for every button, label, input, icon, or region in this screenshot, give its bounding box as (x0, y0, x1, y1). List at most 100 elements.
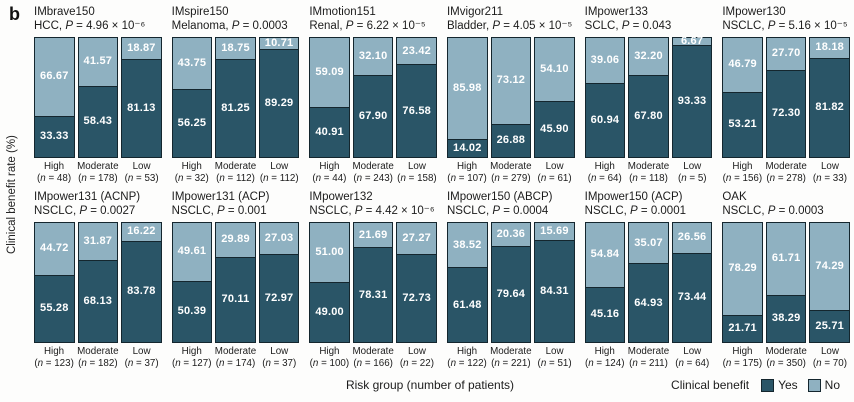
p-symbol: P (767, 19, 776, 32)
segment-yes: 84.31 (535, 241, 574, 342)
n-label: (n = 37) (262, 357, 297, 369)
p-symbol: P (767, 204, 776, 217)
bars: 49.61 50.39 29.89 70.11 27.03 72.97 (171, 221, 300, 343)
segment-no: 73.12 (491, 37, 531, 125)
segment-yes: 14.02 (447, 139, 487, 157)
n-label: (n = 124) (584, 357, 625, 369)
n-label: (n = 44) (312, 172, 347, 184)
n-symbol: n (588, 357, 594, 369)
legend-yes-swatch (761, 378, 775, 392)
segment-no: 46.79 (723, 37, 762, 94)
risk-label: Low (407, 160, 426, 172)
segment-no: 59.09 (310, 37, 349, 108)
segment-yes: 73.44 (672, 254, 712, 342)
trial-panel: IMpower133 SCLC, P = 0.043 39.06 60.94 32.20… (584, 6, 713, 185)
stacked-bar-low: 15.69 84.31 (534, 221, 575, 343)
n-symbol: n (263, 172, 269, 184)
segment-no: 10.71 (259, 38, 299, 51)
segment-yes: 60.94 (585, 84, 625, 157)
group-labels: High (n = 44) Moderate (n = 243) Low (n = 158… (309, 161, 437, 185)
p-value: 4.96 × 10⁻⁶ (86, 19, 146, 32)
segment-no: 35.07 (629, 222, 668, 265)
n-value: 64 (607, 172, 619, 184)
legend-no-label: No (824, 378, 840, 392)
group-label-high: High (n = 123) (34, 346, 74, 370)
segment-no: 51.00 (310, 222, 349, 284)
n-label: (n = 221) (491, 357, 531, 369)
group-label-high: High (n = 32) (172, 161, 212, 185)
p-symbol: P (492, 204, 501, 217)
segment-yes: 58.43 (78, 87, 118, 157)
risk-label: Moderate (627, 160, 670, 172)
stacked-bar-moderate: 21.69 78.31 (352, 221, 394, 343)
group-label-high: High (n = 107) (447, 161, 487, 185)
n-value: 156 (742, 172, 759, 184)
risk-label: High (456, 345, 478, 357)
legend-item-no: No (807, 378, 840, 392)
n-value: 22 (419, 357, 431, 369)
n-symbol: n (127, 172, 134, 184)
trial-subtitle: HCC, P = 4.96 × 10⁻⁶ (34, 19, 146, 32)
stacked-bar-high: 51.00 49.00 (309, 221, 350, 343)
segment-no: 61.71 (766, 222, 806, 297)
n-value: 178 (97, 172, 115, 184)
n-value: 48 (56, 172, 68, 184)
n-value: 61 (557, 172, 569, 184)
n-label: (n = 156) (722, 172, 763, 184)
trial-condition: HCC (34, 19, 59, 32)
group-label-high: High (n = 64) (585, 161, 625, 185)
risk-label: Low (270, 160, 289, 172)
n-value: 122 (467, 357, 484, 369)
bars: 43.75 56.25 18.75 81.25 10.71 89.29 (171, 36, 300, 158)
n-symbol: n (177, 172, 184, 184)
n-symbol: n (81, 357, 87, 369)
n-value: 5 (697, 172, 704, 184)
trial-panels-grid: IMbrave150 HCC, P = 4.96 × 10⁻⁶ 66.67 33.33… (34, 6, 850, 370)
stacked-bar-moderate: 31.87 68.13 (77, 221, 119, 343)
n-symbol: n (40, 172, 46, 184)
trial-name: IMpower132 (309, 191, 373, 204)
segment-no: 15.69 (535, 222, 574, 242)
group-label-low: Low (n = 64) (672, 346, 712, 370)
bars: 46.79 53.21 27.70 72.30 18.18 81.82 (722, 36, 850, 158)
n-label: (n = 211) (629, 357, 668, 369)
n-value: 32 (194, 172, 206, 184)
n-label: (n = 178) (78, 172, 118, 184)
trial-panel: IMpower150 (ACP) NSCLC, P = 0.0001 54.84 45… (584, 191, 713, 370)
trial-panel: IMspire150 Melanoma, P = 0.0003 43.75 56.25… (171, 6, 300, 185)
group-label-low: Low (n = 70) (810, 346, 850, 370)
n-symbol: n (590, 172, 597, 184)
segment-yes: 83.78 (122, 241, 161, 342)
risk-label: Moderate (490, 345, 532, 357)
risk-label: High (732, 160, 753, 172)
legend-title: Clinical benefit (671, 378, 750, 392)
n-value: 124 (604, 357, 622, 369)
risk-label: High (43, 160, 65, 172)
n-value: 350 (786, 357, 803, 369)
trial-panel: IMvigor211 Bladder, P = 4.05 × 10⁻⁵ 85.98 1… (446, 6, 575, 185)
p-value: 6.22 × 10⁻⁵ (366, 19, 426, 32)
legend-item-yes: Yes (761, 378, 798, 392)
x-axis-label: Risk group (number of patients) (345, 378, 515, 392)
group-label-moderate: Moderate (n = 182) (77, 346, 118, 370)
risk-label: High (181, 160, 202, 172)
group-label-low: Low (n = 5) (672, 161, 712, 185)
n-label: (n = 32) (174, 172, 209, 184)
risk-label: Moderate (214, 345, 257, 357)
trial-subtitle: SCLC, P = 0.043 (584, 19, 672, 32)
n-symbol: n (219, 357, 225, 369)
p-value: 0.0003 (788, 204, 824, 217)
n-value: 211 (648, 357, 665, 369)
segment-no: 16.22 (122, 222, 161, 242)
group-labels: High (n = 156) Moderate (n = 278) Low (n = 33… (722, 161, 850, 185)
group-label-low: Low (n = 51) (535, 346, 575, 370)
trial-condition: NSCLC (722, 19, 762, 32)
risk-label: Moderate (490, 160, 532, 172)
trial-subtitle: NSCLC, P = 5.16 × 10⁻⁵ (722, 19, 848, 32)
n-label: (n = 112) (216, 172, 255, 184)
n-value: 33 (832, 172, 844, 184)
trial-panel: IMpower131 (ACNP) NSCLC, P = 0.0027 44.72 5… (34, 191, 162, 370)
n-label: (n = 122) (447, 357, 487, 369)
segment-no: 31.87 (78, 222, 118, 261)
trial-condition: NSCLC (446, 204, 486, 217)
